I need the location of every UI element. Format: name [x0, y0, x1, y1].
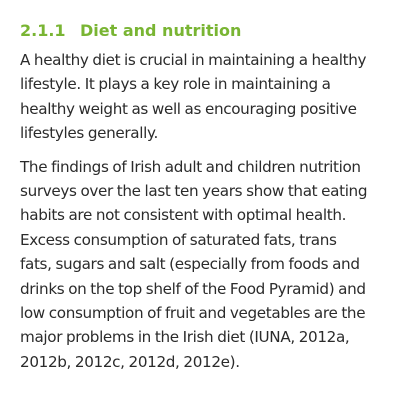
- document-page: 2.1.1 Diet and nutrition A healthy diet …: [20, 18, 412, 374]
- paragraph-intro: A healthy diet is crucial in maintaining…: [20, 48, 412, 146]
- text-line: A healthy diet is crucial in maintaining…: [20, 51, 367, 69]
- text-line: healthy weight as well as encouraging po…: [20, 99, 357, 118]
- text-line: habits are not consistent with optimal h…: [20, 206, 347, 225]
- text-line: 2012b, 2012c, 2012d, 2012e).: [20, 352, 240, 371]
- text-line: low consumption of fruit and vegetables …: [20, 304, 366, 323]
- section-number: 2.1.1: [20, 21, 66, 40]
- text-line: Excess consumption of saturated fats, tr…: [20, 230, 337, 249]
- paragraph-findings: The findings of Irish adult and children…: [20, 155, 412, 375]
- section-heading: 2.1.1 Diet and nutrition: [20, 18, 412, 44]
- text-line: The findings of Irish adult and children…: [20, 157, 361, 176]
- text-line: lifestyle. It plays a key role in mainta…: [20, 75, 331, 94]
- text-line: major problems in the Irish diet (IUNA, …: [20, 328, 350, 347]
- section-title: Diet and nutrition: [80, 21, 242, 40]
- text-line: surveys over the last ten years show tha…: [20, 182, 368, 201]
- text-line: fats, sugars and salt (especially from f…: [20, 255, 360, 274]
- text-line: drinks on the top shelf of the Food Pyra…: [20, 279, 366, 298]
- text-line: lifestyles generally.: [20, 124, 158, 143]
